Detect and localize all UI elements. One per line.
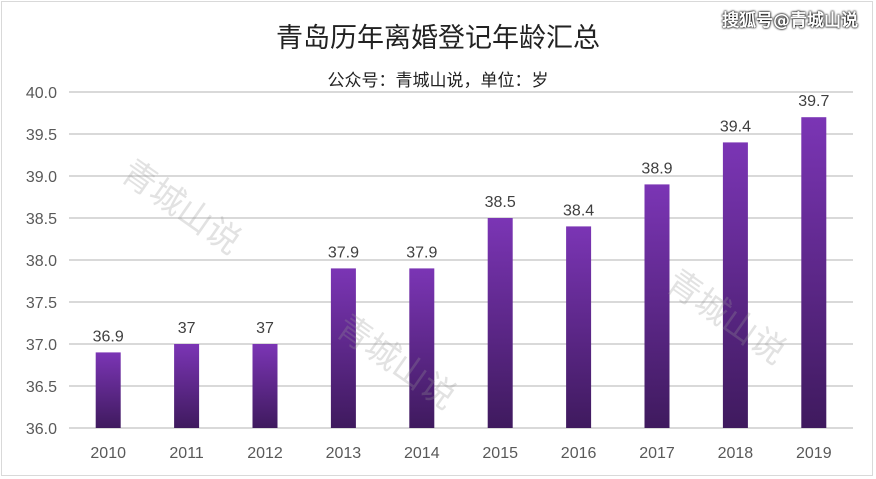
bar-2016	[566, 226, 592, 428]
x-tick-label: 2019	[796, 445, 832, 462]
bar-2011	[174, 344, 200, 428]
data-label: 37.9	[406, 244, 437, 261]
y-tick-label: 36.5	[26, 379, 57, 396]
bar-2019	[801, 117, 827, 428]
x-tick-label: 2010	[90, 445, 126, 462]
data-label: 38.5	[485, 194, 516, 211]
bar-2010	[95, 352, 121, 428]
y-tick-label: 38.0	[26, 253, 57, 270]
x-tick-label: 2017	[639, 445, 675, 462]
x-tick-label: 2016	[561, 445, 597, 462]
bar-2015	[487, 218, 513, 428]
bar-2014	[409, 268, 435, 428]
data-label: 37	[256, 320, 274, 337]
x-tick-label: 2015	[482, 445, 518, 462]
data-label: 37.9	[328, 244, 359, 261]
data-label: 38.4	[563, 202, 594, 219]
data-label: 36.9	[93, 328, 124, 345]
bar-2013	[330, 268, 356, 428]
y-tick-label: 38.5	[26, 211, 57, 228]
x-tick-label: 2012	[247, 445, 283, 462]
chart-subtitle: 公众号：青城山说，单位：岁	[327, 71, 549, 91]
x-tick-label: 2013	[326, 445, 362, 462]
bar-2018	[722, 142, 748, 428]
data-label: 37	[178, 320, 196, 337]
y-tick-label: 39.5	[26, 127, 57, 144]
data-label: 38.9	[641, 160, 672, 177]
y-tick-label: 40.0	[26, 85, 57, 102]
data-label: 39.4	[720, 118, 751, 135]
x-tick-label: 2011	[169, 445, 204, 462]
bar-2017	[644, 184, 670, 428]
y-tick-label: 39.0	[26, 169, 57, 186]
x-tick-label: 2014	[404, 445, 440, 462]
y-tick-label: 37.0	[26, 337, 57, 354]
y-tick-label: 37.5	[26, 295, 57, 312]
sohu-logo: 搜狐号@青城山说	[722, 11, 858, 31]
chart-title: 青岛历年离婚登记年龄汇总	[276, 23, 600, 54]
bar-2012	[252, 344, 278, 428]
y-tick-label: 36.0	[26, 421, 57, 438]
data-label: 39.7	[798, 93, 829, 110]
x-tick-label: 2018	[718, 445, 754, 462]
